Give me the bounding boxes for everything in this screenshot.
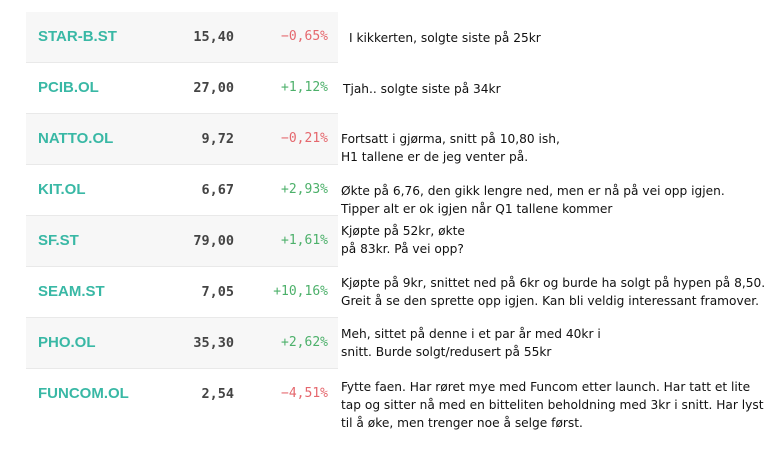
note-text: I kikkerten, solgte siste på 25kr: [349, 29, 541, 47]
note-line: Greit å se den sprette opp igjen. Kan bl…: [341, 294, 759, 308]
note-text: Fytte faen. Har røret mye med Funcom ett…: [341, 378, 764, 432]
note-line: Økte på 6,76, den gikk lengre ned, men e…: [341, 184, 725, 198]
note-line: på 83kr. På vei opp?: [341, 242, 464, 256]
note-line: til å øke, men trenger noe å selge først…: [341, 416, 583, 430]
ticker-link[interactable]: STAR-B.ST: [38, 28, 117, 45]
ticker-link[interactable]: SF.ST: [38, 232, 79, 249]
ticker-link[interactable]: SEAM.ST: [38, 283, 105, 300]
note-text: Økte på 6,76, den gikk lengre ned, men e…: [341, 182, 725, 218]
note-line: tap og sitter nå med en bitteliten behol…: [341, 398, 764, 412]
ticker-link[interactable]: NATTO.OL: [38, 130, 114, 147]
change-percent: +1,12%: [281, 80, 328, 95]
table-row: PHO.OL 35,30 +2,62%: [26, 318, 338, 369]
note-line: I kikkerten, solgte siste på 25kr: [349, 31, 541, 45]
ticker-link[interactable]: PCIB.OL: [38, 79, 99, 96]
note-text: Meh, sittet på denne i et par år med 40k…: [341, 325, 601, 361]
note-text: Kjøpte på 9kr, snittet ned på 6kr og bur…: [341, 274, 765, 310]
change-percent: −0,21%: [281, 131, 328, 146]
price-value: 7,05: [201, 284, 234, 300]
price-value: 35,30: [193, 335, 234, 351]
note-line: Tipper alt er ok igjen når Q1 tallene ko…: [341, 202, 613, 216]
table-row: PCIB.OL 27,00 +1,12%: [26, 63, 338, 114]
note-text: Kjøpte på 52kr, økte på 83kr. På vei opp…: [341, 222, 465, 258]
note-line: Fortsatt i gjørma, snitt på 10,80 ish,: [341, 132, 560, 146]
change-percent: −0,65%: [281, 29, 328, 44]
price-value: 15,40: [193, 29, 234, 45]
note-line: Fytte faen. Har røret mye med Funcom ett…: [341, 380, 751, 394]
table-row: FUNCOM.OL 2,54 −4,51%: [26, 369, 338, 419]
table-row: SF.ST 79,00 +1,61%: [26, 216, 338, 267]
table-row: NATTO.OL 9,72 −0,21%: [26, 114, 338, 165]
note-line: Kjøpte på 9kr, snittet ned på 6kr og bur…: [341, 276, 766, 290]
price-value: 79,00: [193, 233, 234, 249]
note-line: Meh, sittet på denne i et par år med 40k…: [341, 327, 601, 341]
table-row: STAR-B.ST 15,40 −0,65%: [26, 12, 338, 63]
table-row: KIT.OL 6,67 +2,93%: [26, 165, 338, 216]
price-value: 27,00: [193, 80, 234, 96]
note-line: Kjøpte på 52kr, økte: [341, 224, 465, 238]
note-line: snitt. Burde solgt/redusert på 55kr: [341, 345, 552, 359]
ticker-link[interactable]: PHO.OL: [38, 334, 96, 351]
note-text: Fortsatt i gjørma, snitt på 10,80 ish, H…: [341, 130, 560, 166]
price-value: 6,67: [201, 182, 234, 198]
price-value: 9,72: [201, 131, 234, 147]
change-percent: +2,62%: [281, 335, 328, 350]
change-percent: +10,16%: [273, 284, 328, 299]
table-row: SEAM.ST 7,05 +10,16%: [26, 267, 338, 318]
change-percent: +2,93%: [281, 182, 328, 197]
ticker-link[interactable]: KIT.OL: [38, 181, 86, 198]
change-percent: +1,61%: [281, 233, 328, 248]
note-text: Tjah.. solgte siste på 34kr: [343, 80, 501, 98]
ticker-link[interactable]: FUNCOM.OL: [38, 385, 129, 402]
change-percent: −4,51%: [281, 386, 328, 401]
price-value: 2,54: [201, 386, 234, 402]
note-line: H1 tallene er de jeg venter på.: [341, 150, 529, 164]
note-line: Tjah.. solgte siste på 34kr: [343, 82, 501, 96]
stock-table: STAR-B.ST 15,40 −0,65% PCIB.OL 27,00 +1,…: [26, 12, 338, 419]
